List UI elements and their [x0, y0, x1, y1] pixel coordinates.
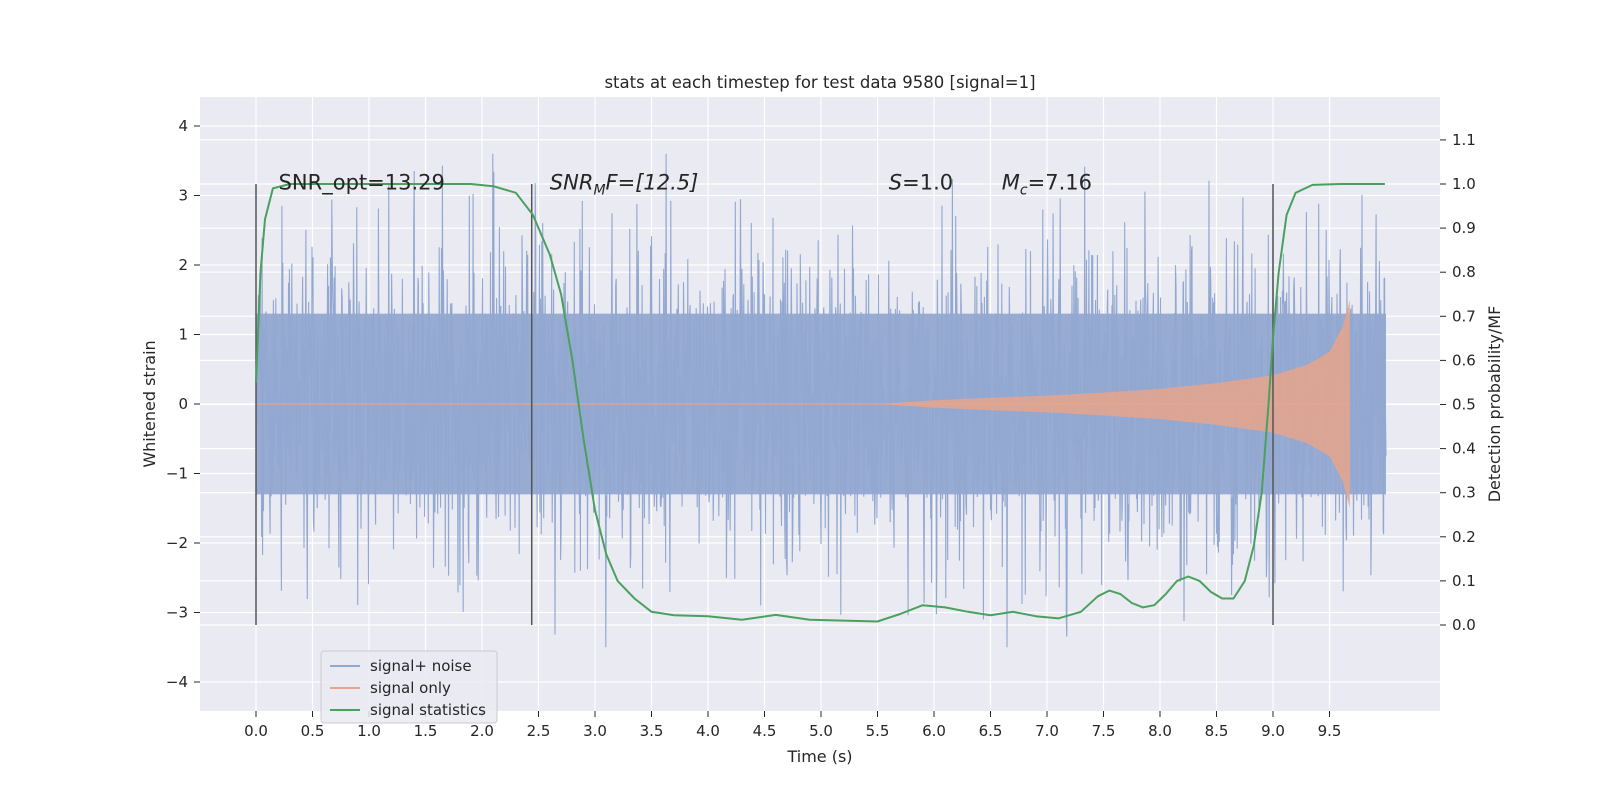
- y2-tick-label: 0.4: [1452, 440, 1476, 458]
- annotation-mc-symbol: M: [1002, 171, 1020, 195]
- annotation-mc: Mc=7.16: [1002, 171, 1092, 199]
- x-tick-label: 9.5: [1318, 722, 1342, 740]
- legend-label-signal-only: signal only: [370, 679, 451, 697]
- y2-axis-label: Detection probability/MF: [1485, 306, 1504, 503]
- x-tick-label: 3.5: [640, 722, 664, 740]
- y2-tick-label: 0.7: [1452, 307, 1476, 325]
- legend-box: [320, 650, 498, 724]
- x-axis-label: Time (s): [786, 747, 852, 766]
- y-tick-label: 3: [178, 187, 188, 205]
- x-tick-label: 0.5: [301, 722, 325, 740]
- y2-tick-label: 1.0: [1452, 175, 1476, 193]
- vertical-markers: [255, 184, 1274, 625]
- y2-tick-label: 0.8: [1452, 263, 1476, 281]
- y-axis-ticks: 4 3 2 1 0 −1 −2 −3 −4: [166, 117, 200, 691]
- x-tick-label: 3.0: [583, 722, 607, 740]
- y-tick-label: −2: [166, 534, 188, 552]
- x-tick-label: 7.0: [1035, 722, 1059, 740]
- y-axis-label: Whitened strain: [140, 340, 159, 467]
- annotation-snr-opt: SNR_opt=13.29: [279, 171, 445, 196]
- signal-statistics-line: [255, 183, 1385, 623]
- annotation-s-value: =1.0: [902, 171, 953, 195]
- y2-tick-label: 0.0: [1452, 616, 1476, 634]
- legend-label-signal-statistics: signal statistics: [370, 701, 486, 719]
- y2-tick-label: 0.3: [1452, 484, 1476, 502]
- x-tick-label: 1.0: [357, 722, 381, 740]
- x-tick-label: 8.0: [1148, 722, 1172, 740]
- y2-tick-label: 0.2: [1452, 528, 1476, 546]
- x-tick-label: 6.0: [922, 722, 946, 740]
- annotation-snr-mf-rest: F=[12.5]: [606, 171, 699, 195]
- x-tick-label: 4.0: [696, 722, 720, 740]
- signal-only-series: [256, 299, 1350, 509]
- annotations: SNR_opt=13.29 SNRMF=[12.5] S=1.0 Mc=7.16: [279, 171, 1092, 199]
- x-tick-label: 6.5: [979, 722, 1003, 740]
- x-tick-label: 4.5: [753, 722, 777, 740]
- x-tick-label: 5.5: [866, 722, 890, 740]
- x-tick-label: 0.0: [244, 722, 268, 740]
- legend: signal+ noise signal only signal statist…: [320, 650, 498, 724]
- y2-tick-label: 0.6: [1452, 351, 1476, 369]
- y-tick-label: −4: [166, 673, 188, 691]
- chart-title: stats at each timestep for test data 958…: [604, 73, 1035, 92]
- x-tick-label: 8.5: [1205, 722, 1229, 740]
- x-axis-ticks: 0.0 0.5 1.0 1.5 2.0 2.5 3.0 3.5 4.0 4.5 5.0 5.5 6.0 6…: [244, 711, 1341, 740]
- x-tick-label: 9.0: [1261, 722, 1285, 740]
- x-tick-label: 5.0: [809, 722, 833, 740]
- x-tick-label: 1.5: [414, 722, 438, 740]
- y-tick-label: 2: [178, 256, 188, 274]
- annotation-s-symbol: S: [889, 171, 902, 195]
- y-tick-label: 0: [178, 395, 188, 413]
- y2-tick-label: 0.5: [1452, 396, 1476, 414]
- y2-tick-label: 0.9: [1452, 219, 1476, 237]
- signal-statistics-series: [255, 183, 1385, 623]
- annotation-mc-subscript: c: [1020, 183, 1028, 199]
- y-tick-label: 1: [178, 326, 188, 344]
- y-tick-label: 4: [178, 117, 188, 135]
- y2-tick-label: 0.1: [1452, 572, 1476, 590]
- legend-label-signal-noise: signal+ noise: [370, 657, 472, 675]
- y2-axis-ticks: 1.1 1.0 0.9 0.8 0.7 0.6 0.5 0.4 0.3 0.2 0.1 0.0: [1440, 131, 1476, 634]
- x-tick-label: 2.5: [527, 722, 551, 740]
- annotation-snr-mf: SNRMF=[12.5]: [550, 171, 699, 199]
- y-tick-label: −1: [166, 465, 188, 483]
- x-tick-label: 2.0: [470, 722, 494, 740]
- y-tick-label: −3: [166, 604, 188, 622]
- annotation-snr-mf-subscript: M: [593, 183, 605, 199]
- annotation-mc-value: =7.16: [1028, 171, 1092, 195]
- y2-tick-label: 1.1: [1452, 131, 1476, 149]
- x-tick-label: 7.5: [1092, 722, 1116, 740]
- annotation-snr-mf-base: SNR: [550, 171, 594, 195]
- annotation-s: S=1.0: [889, 171, 953, 195]
